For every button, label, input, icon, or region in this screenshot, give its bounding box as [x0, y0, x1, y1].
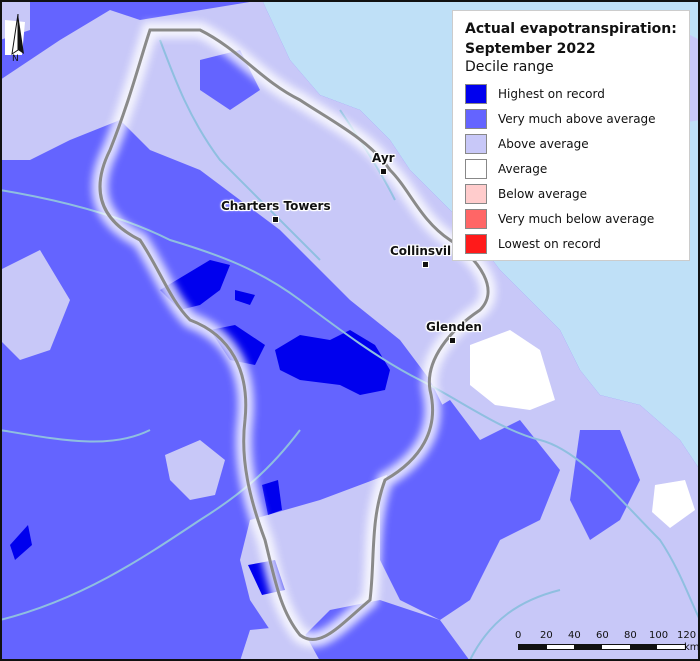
legend-item: Very much below average	[465, 206, 679, 231]
legend-item-label: Average	[498, 161, 548, 176]
rivers	[0, 39, 700, 661]
legend-title-line1: Actual evapotranspiration:	[465, 21, 677, 37]
legend-item-label: Very much below average	[498, 211, 655, 226]
legend-item-label: Below average	[498, 186, 588, 201]
above-average-area	[120, 0, 700, 661]
north-arrow-icon: N	[8, 13, 28, 70]
scale-track	[518, 644, 686, 650]
legend-swatch	[465, 208, 487, 229]
town-label-glenden: Glenden	[426, 320, 482, 334]
legend-swatch	[465, 183, 487, 204]
scale-unit: km	[684, 642, 700, 653]
town-label-charters-towers: Charters Towers	[221, 199, 331, 213]
average-area-glenden	[470, 330, 555, 410]
average-area-southeast	[652, 480, 695, 528]
scale-tick-label: 60	[596, 630, 609, 641]
scale-tick-label: 0	[515, 630, 522, 641]
legend-swatch	[465, 108, 487, 129]
very-much-above-average-patch-west	[30, 180, 90, 250]
legend-swatch	[465, 158, 487, 179]
legend-swatch	[465, 83, 487, 104]
legend-item: Highest on record	[465, 81, 679, 106]
above-average-area-north	[0, 10, 140, 160]
legend-item: Below average	[465, 181, 679, 206]
scale-tick-label: 40	[568, 630, 581, 641]
town-label-ayr: Ayr	[372, 151, 395, 165]
town-marker-charters-towers	[272, 216, 279, 223]
highest-on-record-patch-small	[235, 290, 255, 305]
above-average-patch-central	[165, 440, 225, 500]
highest-on-record-patch-3	[10, 525, 32, 560]
basin-boundary	[98, 28, 490, 642]
highest-on-record-patch-1	[262, 480, 282, 515]
legend-subtitle: Decile range	[465, 59, 554, 75]
legend-swatch	[465, 233, 487, 254]
above-average-patch-west	[0, 250, 70, 360]
scale-tick-label: 80	[624, 630, 637, 641]
town-marker-ayr	[380, 168, 387, 175]
legend-item-label: Highest on record	[498, 86, 605, 101]
scale-tick-label: 20	[540, 630, 553, 641]
map-legend: Actual evapotranspiration: September 202…	[452, 10, 690, 261]
scale-tick-label: 100	[649, 630, 669, 641]
legend-swatch	[465, 133, 487, 154]
legend-item: Lowest on record	[465, 231, 679, 256]
town-marker-collinsville	[422, 261, 429, 268]
legend-item-label: Lowest on record	[498, 236, 601, 251]
legend-items: Highest on record Very much above average…	[465, 81, 679, 256]
legend-item-label: Above average	[498, 136, 589, 151]
north-arrow-label: N	[12, 54, 19, 64]
legend-title-line2: September 2022	[465, 41, 596, 57]
legend-item: Average	[465, 156, 679, 181]
legend-item: Very much above average	[465, 106, 679, 131]
highest-on-record-area-central	[275, 330, 390, 395]
legend-item: Above average	[465, 131, 679, 156]
legend-item-label: Very much above average	[498, 111, 656, 126]
scale-tick-label: 120	[677, 630, 697, 641]
town-marker-glenden	[449, 337, 456, 344]
town-label-collinsville: Collinsvil	[390, 244, 452, 258]
